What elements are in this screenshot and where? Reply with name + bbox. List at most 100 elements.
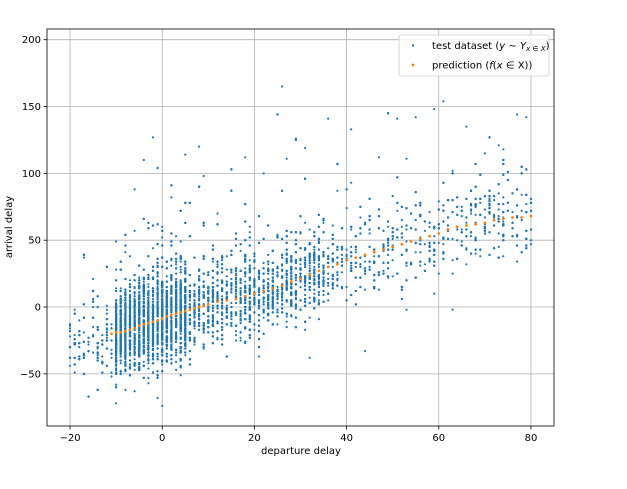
scatter-point (225, 275, 228, 278)
scatter-point (105, 327, 108, 330)
scatter-point (216, 263, 219, 266)
scatter-point (497, 208, 500, 211)
scatter-point (82, 331, 85, 334)
scatter-point (474, 213, 477, 216)
scatter-point (248, 259, 251, 262)
scatter-point (142, 297, 145, 301)
plot-area (46, 28, 555, 427)
scatter-point (511, 211, 514, 214)
scatter-point (497, 245, 500, 248)
scatter-point (493, 213, 496, 216)
scatter-point (110, 348, 113, 351)
scatter-point (516, 216, 519, 219)
scatter-point (469, 235, 473, 238)
scatter-point (234, 272, 238, 275)
scatter-point (456, 239, 459, 242)
scatter-point (276, 323, 279, 326)
scatter-point (465, 247, 468, 250)
scatter-point (101, 334, 104, 337)
scatter-point (304, 293, 307, 297)
scatter-point (253, 267, 256, 270)
scatter-point (138, 276, 141, 279)
scatter-point (469, 209, 473, 212)
scatter-point (92, 351, 95, 354)
scatter-point (257, 291, 261, 294)
scatter-point (497, 232, 500, 235)
scatter-point (248, 231, 251, 234)
scatter-point (400, 225, 403, 228)
scatter-point (327, 247, 330, 250)
scatter-point (345, 207, 348, 210)
scatter-point (502, 220, 505, 223)
scatter-point (105, 304, 108, 307)
scatter-point (483, 216, 486, 219)
scatter-point (87, 343, 90, 346)
scatter-point (78, 346, 81, 349)
scatter-point (230, 277, 233, 281)
scatter-point (327, 272, 330, 275)
scatter-point (267, 263, 270, 266)
scatter-point (179, 374, 182, 377)
scatter-point (133, 229, 136, 232)
scatter-point (128, 279, 132, 282)
scatter-point (479, 201, 482, 204)
scatter-point (248, 314, 251, 317)
scatter-point (110, 323, 113, 326)
scatter-point (225, 255, 228, 258)
scatter-point (488, 197, 491, 200)
scatter-point (175, 368, 178, 371)
scatter-point (281, 269, 284, 272)
scatter-point (423, 243, 426, 246)
scatter-point (313, 261, 316, 264)
scatter-point (327, 277, 330, 281)
scatter-point (322, 293, 325, 297)
scatter-point (151, 247, 155, 250)
scatter-point (73, 334, 76, 337)
scatter-point (308, 264, 311, 267)
scatter-point (257, 275, 261, 278)
scatter-point (290, 314, 293, 317)
scatter-point (359, 265, 362, 268)
scatter-point (202, 174, 205, 178)
scatter-point (179, 271, 182, 274)
scatter-point (257, 355, 261, 358)
scatter-point (253, 328, 256, 331)
scatter-point (387, 253, 390, 256)
scatter-point (340, 253, 344, 256)
scatter-point (331, 224, 334, 227)
scatter-point (327, 299, 330, 302)
scatter-point (110, 356, 113, 359)
scatter-point (175, 354, 178, 357)
scatter-point (456, 228, 459, 231)
scatter-point (161, 236, 164, 239)
scatter-point (87, 340, 90, 343)
scatter-point (336, 273, 339, 277)
scatter-point (363, 288, 367, 291)
scatter-point (73, 308, 76, 311)
scatter-point (133, 358, 136, 361)
scatter-point (119, 362, 122, 365)
scatter-point (331, 265, 334, 268)
scatter-point (234, 292, 238, 295)
scatter-point (285, 320, 288, 323)
scatter-point (239, 289, 242, 293)
scatter-point (322, 221, 325, 224)
scatter-point (313, 288, 316, 291)
scatter-point (529, 243, 533, 246)
scatter-point (244, 280, 247, 283)
scatter-point (423, 229, 426, 232)
scatter-point (170, 264, 173, 267)
scatter-point (257, 277, 261, 281)
scatter-point (451, 237, 454, 240)
scatter-point (188, 299, 191, 302)
scatter-point (211, 304, 214, 307)
scatter-point (428, 211, 431, 214)
scatter-point (345, 253, 348, 256)
scatter-point (433, 235, 436, 238)
scatter-point (175, 235, 178, 238)
scatter-point (317, 318, 320, 321)
scatter-point (391, 237, 394, 240)
scatter-point (405, 228, 408, 231)
scatter-point (234, 301, 238, 305)
